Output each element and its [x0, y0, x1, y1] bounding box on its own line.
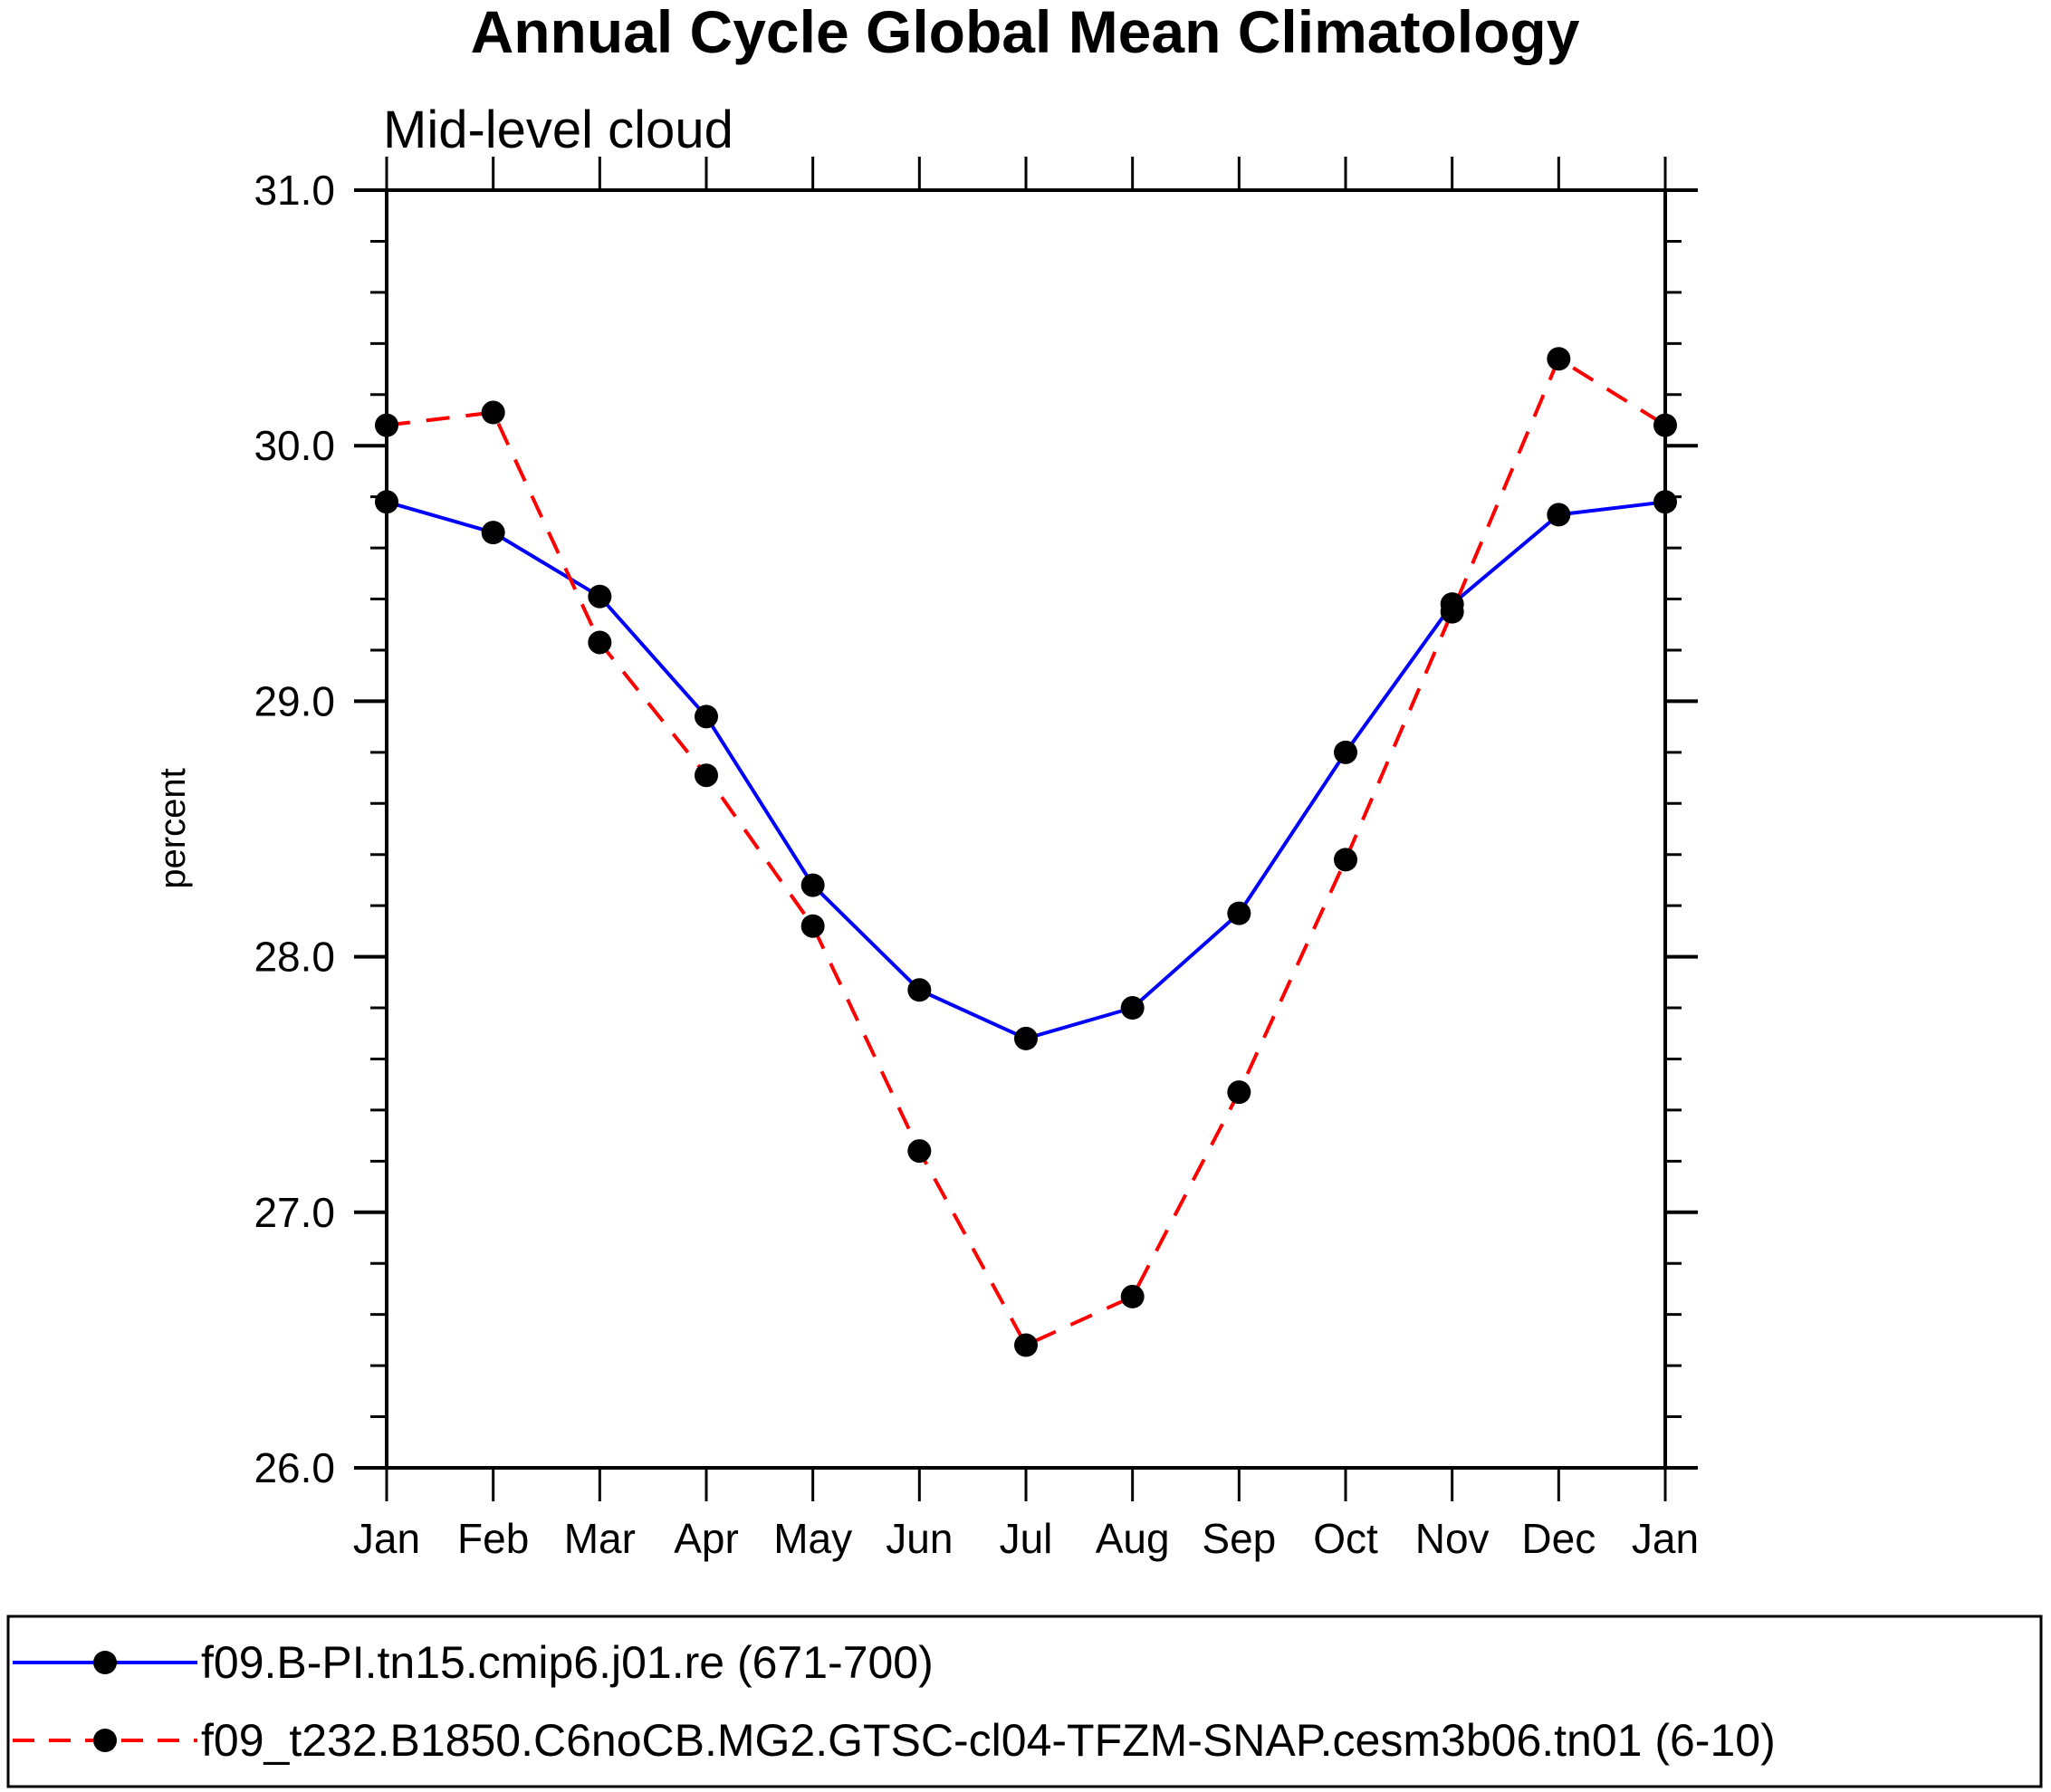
legend-label: f09_t232.B1850.C6noCB.MG2.GTSC-cl04-TFZM… — [201, 1715, 1776, 1766]
y-tick-label: 26.0 — [254, 1444, 335, 1491]
x-tick-label: Nov — [1415, 1515, 1490, 1562]
y-tick-label: 27.0 — [254, 1189, 335, 1236]
y-axis-label: percent — [153, 768, 193, 888]
legend-box — [6, 1615, 2043, 1788]
series-line-1 — [386, 357, 1667, 1347]
data-point-s0-1 — [481, 521, 505, 545]
x-tick-label: May — [773, 1515, 852, 1562]
x-axis-ticks: Jan Feb Mar Apr May Jun Jul Aug Sep Oct Nov Dec Jan — [353, 157, 1699, 1562]
series-lines — [386, 357, 1667, 1347]
y-tick-label: 28.0 — [254, 934, 335, 981]
x-tick-label: Sep — [1202, 1515, 1276, 1562]
x-tick-label: Jan — [353, 1515, 420, 1562]
x-tick-label: Aug — [1096, 1515, 1170, 1562]
x-tick-label: Jun — [886, 1515, 953, 1562]
x-tick-label: Apr — [674, 1515, 739, 1562]
data-point-s1-3 — [695, 763, 718, 788]
y-tick-label: 29.0 — [254, 677, 335, 724]
data-point-s0-3 — [695, 704, 718, 729]
data-point-s0-0 — [375, 490, 398, 514]
x-tick-label: Mar — [564, 1515, 636, 1562]
y-tick-label: 31.0 — [254, 167, 335, 214]
legend-marker — [93, 1651, 117, 1674]
data-point-s1-4 — [800, 914, 825, 938]
data-point-s1-11 — [1547, 347, 1571, 371]
data-point-s1-6 — [1014, 1333, 1038, 1357]
data-point-s0-6 — [1014, 1026, 1038, 1050]
data-point-s0-2 — [588, 584, 612, 609]
x-tick-label: Oct — [1313, 1515, 1378, 1562]
x-tick-label: Dec — [1521, 1515, 1596, 1562]
x-tick-label: Jul — [1000, 1515, 1053, 1562]
data-point-s1-12 — [1653, 413, 1677, 437]
data-point-s0-4 — [800, 873, 825, 897]
data-point-s1-1 — [481, 400, 505, 425]
series-markers — [375, 347, 1677, 1357]
x-tick-label: Jan — [1632, 1515, 1699, 1562]
data-point-s1-9 — [1334, 848, 1357, 872]
legend-entry-0: f09.B-PI.tn15.cmip6.j01.re (671-700) — [13, 1637, 934, 1688]
legend-label: f09.B-PI.tn15.cmip6.j01.re (671-700) — [201, 1637, 934, 1688]
chart-title: Annual Cycle Global Mean Climatology — [471, 0, 1580, 65]
series-line-0 — [386, 500, 1666, 1040]
data-point-s0-7 — [1120, 996, 1145, 1021]
data-point-s1-5 — [907, 1139, 932, 1164]
plot-frame — [385, 188, 1667, 1470]
legend-entry-1: f09_t232.B1850.C6noCB.MG2.GTSC-cl04-TFZM… — [13, 1715, 1776, 1766]
data-point-s0-12 — [1653, 490, 1677, 514]
data-point-s1-0 — [375, 413, 398, 437]
data-point-s0-11 — [1547, 503, 1571, 527]
x-tick-label: Feb — [457, 1515, 529, 1562]
data-point-s1-2 — [588, 630, 612, 655]
y-axis-ticks: 26.0 27.0 28.0 29.0 30.0 31.0 — [254, 167, 1698, 1491]
legend: f09.B-PI.tn15.cmip6.j01.re (671-700) f09… — [6, 1615, 2043, 1788]
chart-subtitle: Mid-level cloud — [383, 101, 733, 159]
data-point-s1-7 — [1120, 1284, 1145, 1308]
data-point-s1-10 — [1440, 599, 1464, 624]
data-point-s0-9 — [1334, 740, 1357, 764]
y-tick-label: 30.0 — [254, 422, 335, 469]
data-point-s0-5 — [907, 978, 932, 1002]
legend-marker — [93, 1729, 117, 1752]
data-point-s0-8 — [1227, 901, 1251, 925]
data-point-s1-8 — [1227, 1080, 1251, 1105]
